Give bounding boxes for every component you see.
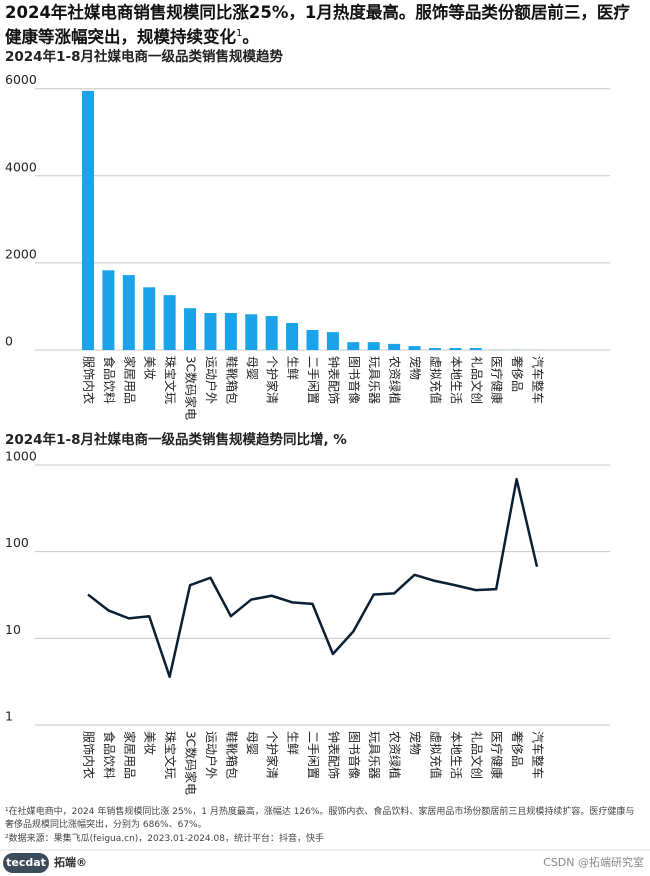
- bar: [408, 346, 421, 350]
- x-tick-label: 图书音像: [347, 356, 362, 404]
- x-tick-label: 二手闲置: [306, 356, 320, 404]
- x-tick-label: 鞋靴箱包: [224, 731, 239, 779]
- x-tick-label: 汽车整车: [531, 731, 546, 779]
- y-tick-label: 10: [5, 622, 21, 637]
- headline-text: 2024年社媒电商销售规模同比涨25%，1月热度最高。服饰等品类份额居前三，医疗…: [5, 3, 630, 47]
- bar: [122, 275, 135, 350]
- x-tick-label: 农资绿植: [388, 731, 403, 779]
- x-tick-label: 服饰内衣: [82, 731, 97, 779]
- footnote: ¹在社媒电商中，2024 年销售规模同比涨 25%，1 月热度最高，涨幅达 12…: [5, 807, 635, 830]
- x-tick-label: 奢侈品: [510, 731, 524, 767]
- bar: [265, 316, 278, 350]
- x-tick-label: 鞋靴箱包: [224, 356, 239, 404]
- y-tick-label: 2000: [5, 246, 37, 261]
- y-tick-label: 1: [5, 709, 13, 724]
- x-tick-label: 生鲜: [286, 731, 300, 755]
- y-tick-label: 6000: [5, 72, 37, 87]
- x-tick-label: 礼品文创: [469, 356, 484, 404]
- headline-note: 1: [236, 28, 243, 39]
- x-tick-label: 家居用品: [122, 731, 137, 779]
- bar: [184, 308, 197, 350]
- x-tick-label: 3C数码家电: [184, 731, 199, 795]
- bar: [163, 295, 176, 350]
- watermark: CSDN @拓端研究室: [543, 855, 644, 869]
- bar: [388, 343, 401, 350]
- y-tick-label: 1000: [5, 449, 37, 464]
- bar: [143, 287, 156, 350]
- logo-mark: tecdat: [6, 856, 46, 869]
- x-tick-label: 本地生活: [449, 731, 463, 779]
- bar: [367, 342, 380, 350]
- bar: [224, 312, 237, 350]
- x-tick-label: 家居用品: [122, 356, 137, 404]
- x-tick-label: 奢侈品: [510, 356, 524, 392]
- x-tick-label: 玩具乐器: [367, 731, 381, 779]
- y-tick-label: 4000: [5, 159, 37, 174]
- x-tick-label: 医疗健康: [490, 356, 505, 404]
- x-tick-label: 农资绿植: [388, 356, 403, 404]
- y-tick-label: 0: [5, 334, 13, 349]
- bar: [102, 270, 115, 350]
- x-tick-label: 运动户外: [204, 356, 219, 404]
- x-tick-label: 虚拟充值: [428, 731, 443, 779]
- bar: [82, 90, 94, 351]
- x-tick-label: 美妆: [143, 731, 157, 755]
- x-tick-label: 汽车整车: [531, 356, 546, 404]
- x-tick-label: 食品饮料: [102, 356, 117, 404]
- x-tick-label: 宠物: [408, 731, 423, 755]
- x-tick-label: 个护家清: [265, 356, 280, 404]
- x-tick-label: 食品饮料: [102, 731, 117, 779]
- bar: [286, 323, 299, 350]
- bar: [469, 348, 482, 350]
- bar: [326, 332, 339, 350]
- x-tick-label: 个护家清: [265, 731, 280, 779]
- chart-title: 2024年1-8月社媒电商一级品类销售规模趋势同比增, %: [5, 431, 347, 448]
- bar: [428, 348, 441, 350]
- x-tick-label: 医疗健康: [490, 731, 505, 779]
- chart-title: 2024年1-8月社媒电商一级品类销售规模趋势: [5, 48, 283, 65]
- x-tick-label: 二手闲置: [306, 731, 320, 779]
- x-tick-label: 珠宝文玩: [163, 356, 178, 404]
- x-tick-label: 生鲜: [286, 356, 300, 380]
- headline: 2024年社媒电商销售规模同比涨25%，1月热度最高。服饰等品类份额居前三，医疗…: [5, 2, 645, 48]
- logo-name: 拓端®: [54, 855, 87, 869]
- x-tick-label: 宠物: [408, 356, 423, 380]
- x-tick-label: 母婴: [245, 356, 259, 380]
- x-tick-label: 玩具乐器: [367, 356, 381, 404]
- x-tick-label: 图书音像: [347, 731, 362, 779]
- y-tick-label: 100: [5, 535, 29, 550]
- x-tick-label: 服饰内衣: [82, 356, 97, 404]
- x-tick-label: 母婴: [245, 731, 259, 755]
- x-tick-label: 虚拟充值: [428, 356, 443, 404]
- bar: [306, 329, 319, 350]
- x-tick-label: 美妆: [143, 356, 157, 380]
- bar: [449, 348, 462, 350]
- footnote: ²数据来源：果集飞瓜(feigua.cn)，2023.01-2024.08，统计…: [5, 834, 324, 844]
- bar: [347, 342, 360, 350]
- x-tick-label: 运动户外: [204, 731, 219, 779]
- line: [87, 477, 539, 679]
- x-tick-label: 珠宝文玩: [163, 731, 178, 779]
- x-tick-label: 钟表配饰: [326, 731, 341, 779]
- logo-badge: [3, 853, 49, 873]
- x-tick-label: 本地生活: [449, 356, 463, 404]
- x-tick-label: 礼品文创: [469, 731, 484, 779]
- x-tick-label: 3C数码家电: [184, 356, 199, 420]
- x-tick-label: 钟表配饰: [326, 356, 341, 404]
- headline-end: 。: [242, 27, 259, 47]
- bar: [204, 312, 217, 350]
- bar: [245, 314, 258, 350]
